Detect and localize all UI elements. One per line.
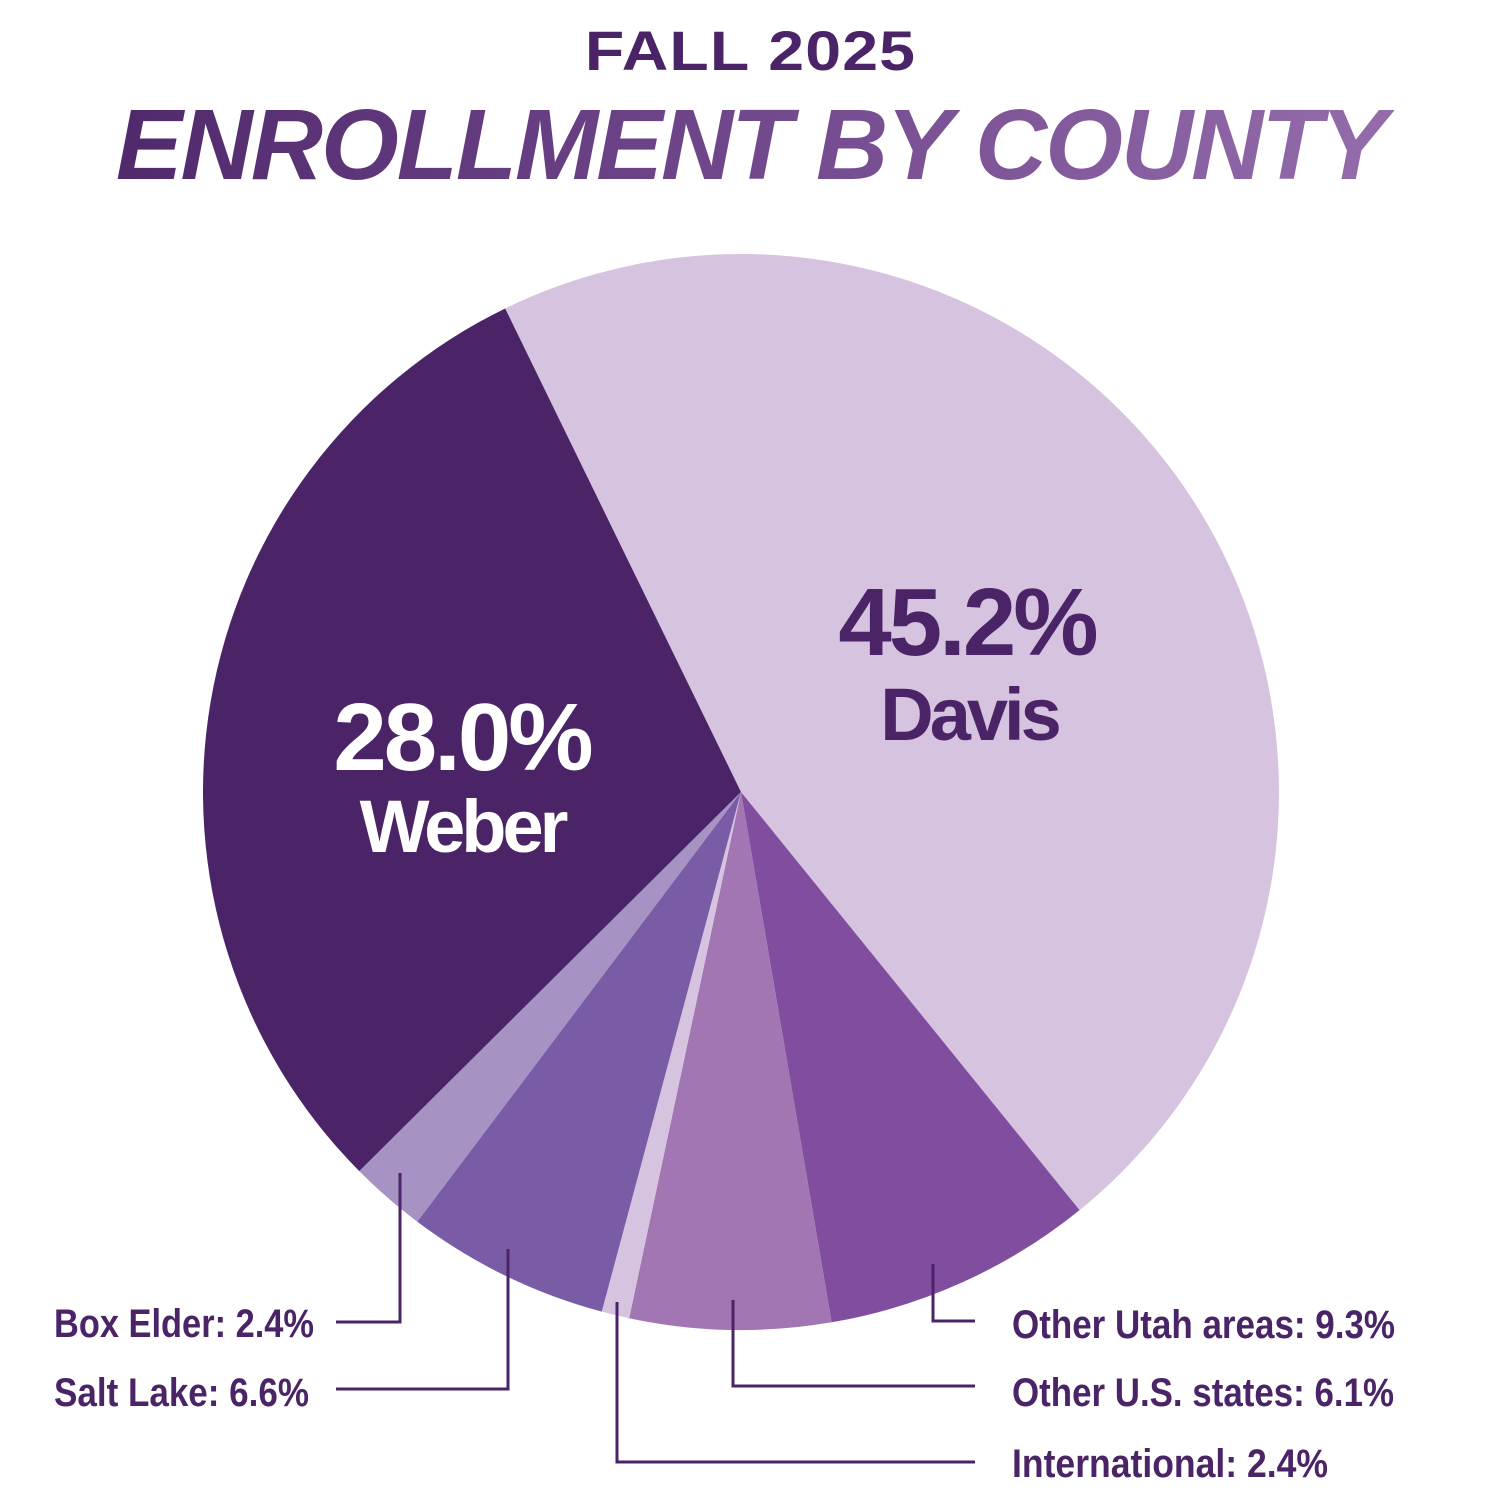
leader-lines — [336, 1173, 975, 1464]
davis-percent: 45.2% — [838, 569, 1096, 676]
slice-salt-lake — [417, 792, 741, 1312]
label-salt-lake: Salt Lake: 6.6% — [54, 1371, 309, 1415]
slice-weber — [203, 308, 742, 1172]
chart-subtitle: FALL 2025 — [584, 19, 917, 82]
weber-label: Weber — [360, 785, 568, 868]
slice-other-us — [629, 792, 832, 1330]
slice-other-utah — [741, 792, 1080, 1323]
label-other-us: Other U.S. states: 6.1% — [1012, 1371, 1394, 1415]
weber-percent: 28.0% — [333, 684, 591, 791]
slice-international — [601, 792, 741, 1319]
davis-label: Davis — [880, 673, 1059, 756]
label-other-utah: Other Utah areas: 9.3% — [1012, 1303, 1395, 1347]
pie-slices — [203, 254, 1279, 1330]
leader-box-elder — [336, 1173, 402, 1324]
slice-box-elder — [359, 792, 741, 1222]
slice-davis — [505, 254, 1279, 1211]
callout-labels: Box Elder: 2.4% Salt Lake: 6.6% Other Ut… — [54, 1302, 1395, 1486]
leader-international — [615, 1302, 975, 1464]
leader-other-utah — [931, 1264, 975, 1323]
leader-salt-lake — [336, 1249, 510, 1391]
chart-title: ENROLLMENT BY COUNTY — [0, 88, 1501, 203]
leader-other-us — [731, 1300, 975, 1388]
label-box-elder: Box Elder: 2.4% — [54, 1302, 314, 1346]
label-international: International: 2.4% — [1012, 1442, 1328, 1486]
